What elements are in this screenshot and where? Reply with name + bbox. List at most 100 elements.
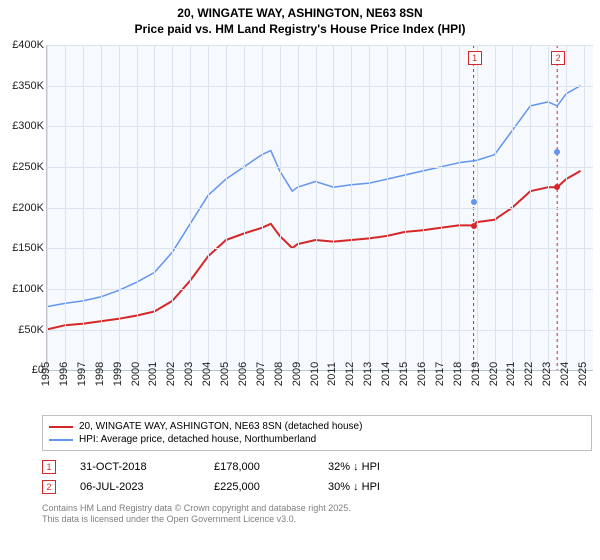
grid-v (244, 45, 245, 370)
grid-v (190, 45, 191, 370)
x-tick-label: 1996 (58, 362, 70, 386)
x-tick-label: 2018 (452, 362, 464, 386)
grid-v (280, 45, 281, 370)
annotation-marker: 1 (468, 51, 482, 65)
info-diff: 32% ↓ HPI (328, 461, 380, 473)
x-tick-label: 2001 (147, 362, 159, 386)
x-tick-label: 2017 (434, 362, 446, 386)
info-diff: 30% ↓ HPI (328, 481, 380, 493)
title-line-2: Price paid vs. HM Land Registry's House … (0, 22, 600, 38)
grid-h (47, 330, 593, 331)
x-tick-label: 2016 (416, 362, 428, 386)
chart-title: 20, WINGATE WAY, ASHINGTON, NE63 8SN Pri… (0, 0, 600, 37)
grid-v (298, 45, 299, 370)
x-tick-label: 2014 (380, 362, 392, 386)
info-date: 06-JUL-2023 (80, 481, 190, 493)
y-tick-label: £0 (4, 364, 44, 376)
x-tick-label: 2020 (488, 362, 500, 386)
grid-v (387, 45, 388, 370)
title-line-1: 20, WINGATE WAY, ASHINGTON, NE63 8SN (0, 6, 600, 22)
grid-v (441, 45, 442, 370)
x-tick-label: 2006 (237, 362, 249, 386)
grid-v (226, 45, 227, 370)
x-tick-label: 2002 (165, 362, 177, 386)
legend-label: HPI: Average price, detached house, Nort… (79, 434, 316, 445)
grid-v (154, 45, 155, 370)
data-point-dot (554, 149, 560, 155)
grid-v (495, 45, 496, 370)
x-tick-label: 2012 (344, 362, 356, 386)
footer: Contains HM Land Registry data © Crown c… (42, 503, 592, 526)
grid-v (47, 45, 48, 370)
x-tick-label: 2025 (577, 362, 589, 386)
info-price: £178,000 (214, 461, 304, 473)
grid-v (119, 45, 120, 370)
x-tick-label: 2022 (523, 362, 535, 386)
x-tick-label: 1997 (76, 362, 88, 386)
grid-h (47, 289, 593, 290)
footer-line-1: Contains HM Land Registry data © Crown c… (42, 503, 592, 514)
info-price: £225,000 (214, 481, 304, 493)
grid-v (65, 45, 66, 370)
x-tick-label: 2003 (183, 362, 195, 386)
grid-h (47, 126, 593, 127)
grid-v (459, 45, 460, 370)
info-row: 131-OCT-2018£178,00032% ↓ HPI (42, 457, 592, 477)
grid-v (101, 45, 102, 370)
info-marker: 2 (42, 480, 56, 494)
y-tick-label: £350K (4, 80, 44, 92)
y-tick-label: £100K (4, 283, 44, 295)
grid-v (208, 45, 209, 370)
x-tick-label: 2010 (309, 362, 321, 386)
grid-v (137, 45, 138, 370)
annotation-marker: 2 (551, 51, 565, 65)
grid-h (47, 208, 593, 209)
x-tick-label: 2000 (130, 362, 142, 386)
footer-line-2: This data is licensed under the Open Gov… (42, 514, 592, 525)
x-tick-label: 2009 (291, 362, 303, 386)
info-marker: 1 (42, 460, 56, 474)
x-tick-label: 1995 (40, 362, 52, 386)
y-tick-label: £200K (4, 202, 44, 214)
legend-label: 20, WINGATE WAY, ASHINGTON, NE63 8SN (de… (79, 421, 362, 432)
grid-h (47, 248, 593, 249)
grid-v (566, 45, 567, 370)
x-tick-label: 2005 (219, 362, 231, 386)
y-tick-label: £300K (4, 120, 44, 132)
grid-h (47, 86, 593, 87)
data-point-dot (554, 184, 560, 190)
y-tick-label: £150K (4, 242, 44, 254)
x-tick-label: 2004 (201, 362, 213, 386)
legend-swatch (49, 439, 73, 441)
y-tick-label: £50K (4, 324, 44, 336)
x-tick-label: 2011 (326, 362, 338, 386)
x-tick-label: 1999 (112, 362, 124, 386)
grid-v (548, 45, 549, 370)
grid-v (351, 45, 352, 370)
chart-container: 12 £0£50K£100K£150K£200K£250K£300K£350K£… (4, 41, 596, 411)
grid-v (369, 45, 370, 370)
grid-v (83, 45, 84, 370)
x-tick-label: 2024 (559, 362, 571, 386)
x-tick-label: 1998 (94, 362, 106, 386)
legend-item: 20, WINGATE WAY, ASHINGTON, NE63 8SN (de… (49, 420, 585, 433)
info-row: 2 06-JUL-2023 £225,000 30% ↓ HPI (42, 477, 592, 497)
grid-v (512, 45, 513, 370)
grid-v (172, 45, 173, 370)
y-tick-label: £250K (4, 161, 44, 173)
grid-v (333, 45, 334, 370)
grid-v (423, 45, 424, 370)
grid-v (405, 45, 406, 370)
x-tick-label: 2015 (398, 362, 410, 386)
data-point-dot (471, 199, 477, 205)
grid-v (477, 45, 478, 370)
grid-h (47, 45, 593, 46)
grid-v (584, 45, 585, 370)
x-tick-label: 2007 (255, 362, 267, 386)
grid-v (530, 45, 531, 370)
x-tick-label: 2021 (505, 362, 517, 386)
x-tick-label: 2019 (470, 362, 482, 386)
grid-h (47, 167, 593, 168)
legend: 20, WINGATE WAY, ASHINGTON, NE63 8SN (de… (42, 415, 592, 451)
x-tick-label: 2013 (362, 362, 374, 386)
